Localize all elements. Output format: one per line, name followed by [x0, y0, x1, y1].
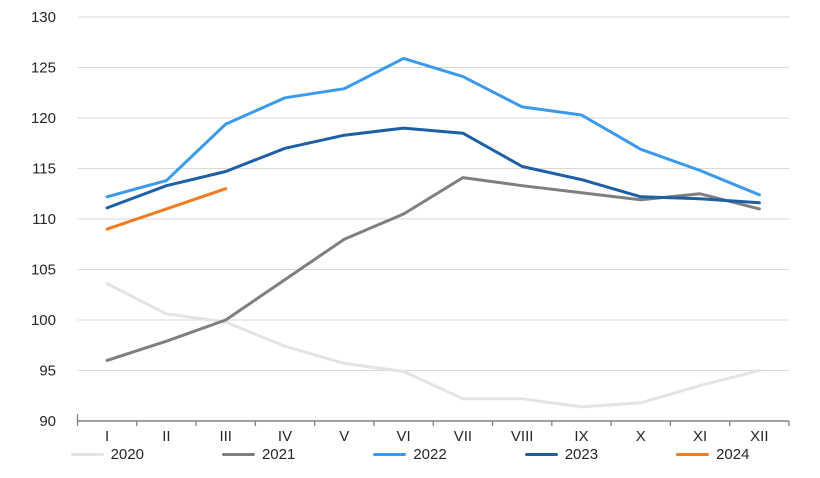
y-axis-label: 110 [32, 211, 56, 228]
legend-item-2023: 2023 [524, 446, 599, 463]
legend-swatch-2020 [70, 452, 104, 457]
x-axis-label: III [219, 428, 232, 445]
x-axis-label: XI [693, 428, 707, 445]
x-axis-label: IV [278, 428, 292, 445]
x-axis-label: VI [397, 428, 411, 445]
legend-item-2021: 2021 [221, 446, 296, 463]
y-axis-label: 90 [39, 413, 56, 430]
x-axis-label: V [339, 428, 349, 445]
y-axis-label: 125 [31, 60, 56, 77]
legend-item-2024: 2024 [676, 447, 749, 462]
y-axis-label: 130 [31, 9, 56, 26]
legend-item-2020: 2020 [70, 446, 144, 463]
y-axis-label: 115 [32, 161, 56, 178]
x-axis-label: II [162, 428, 170, 445]
series-line-2023 [105, 126, 761, 210]
series-line-2022 [105, 56, 761, 199]
chart-legend: 2020 2021 2022 2023 2024 [0, 447, 820, 462]
legend-label: 2024 [716, 446, 750, 463]
legend-swatch-2021 [221, 452, 255, 457]
x-axis-label: I [105, 428, 109, 445]
x-axis-label: IX [574, 428, 588, 445]
x-axis-label: VIII [511, 428, 534, 445]
legend-swatch-2024 [676, 452, 710, 457]
y-axis-label: 95 [39, 363, 56, 380]
series-line-2021 [105, 176, 761, 362]
series-line-2020 [105, 282, 761, 409]
x-axis-label: XII [750, 428, 768, 445]
x-axis-label: VII [454, 428, 472, 445]
legend-label: 2021 [261, 446, 296, 463]
legend-item-2022: 2022 [373, 446, 447, 463]
x-axis-label: X [636, 428, 646, 445]
legend-swatch-2023 [524, 452, 558, 457]
y-axis-label: 100 [31, 312, 56, 329]
y-axis-label: 105 [31, 262, 56, 279]
legend-swatch-2022 [373, 452, 407, 457]
legend-label: 2023 [564, 446, 599, 463]
legend-label: 2020 [110, 446, 144, 463]
series-line-2024 [105, 187, 228, 231]
legend-label: 2022 [413, 446, 447, 463]
y-axis-label: 120 [31, 110, 56, 127]
